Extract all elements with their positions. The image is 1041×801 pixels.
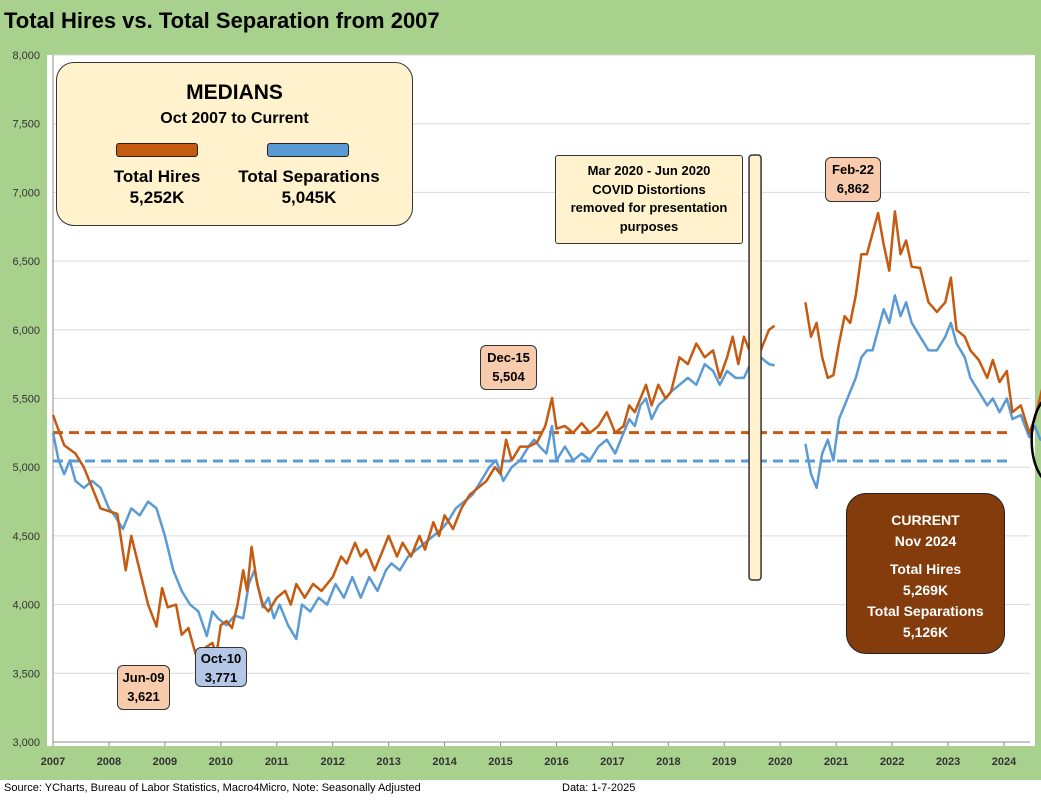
hires-median-label: Total Hires bbox=[113, 167, 201, 186]
covid-note: Mar 2020 - Jun 2020 COVID Distortions re… bbox=[555, 155, 743, 244]
source-note: Source: YCharts, Bureau of Labor Statist… bbox=[4, 782, 421, 794]
chart-title: Total Hires vs. Total Separation from 20… bbox=[4, 8, 440, 33]
covid-note-line: removed for presentation bbox=[570, 200, 728, 215]
y-axis: 3,000 3,500 4,000 4,500 5,000 5,500 6,000 6,500… bbox=[12, 50, 54, 749]
current-hires-value: 5,269K bbox=[902, 582, 949, 598]
hires-median: Total Hires 5,252K bbox=[97, 166, 217, 208]
x-tick-label: 2021 bbox=[824, 756, 848, 768]
x-tick-label: 2024 bbox=[992, 756, 1017, 768]
separations-median: Total Separations 5,045K bbox=[229, 166, 389, 208]
callout-oct-10: Oct-10 3,771 bbox=[195, 647, 247, 687]
hires-series-line bbox=[51, 210, 1041, 657]
hires-median-value: 5,252K bbox=[129, 188, 185, 207]
x-tick-label: 2013 bbox=[376, 756, 400, 768]
current-separations-value: 5,126K bbox=[902, 624, 949, 640]
callout-feb-22: Feb-22 6,862 bbox=[825, 157, 881, 202]
callout-value: 3,771 bbox=[204, 669, 238, 685]
y-tick-label: 3,500 bbox=[12, 668, 40, 680]
x-tick-label: 2022 bbox=[880, 756, 904, 768]
separations-legend-swatch bbox=[267, 143, 349, 157]
current-title: CURRENT bbox=[891, 512, 960, 528]
callout-value: 3,621 bbox=[127, 688, 160, 704]
x-tick-label: 2012 bbox=[320, 756, 344, 768]
hires-legend-swatch bbox=[116, 143, 198, 157]
x-tick-label: 2015 bbox=[488, 756, 512, 768]
x-tick-label: 2020 bbox=[768, 756, 792, 768]
data-date: Data: 1-7-2025 bbox=[562, 782, 636, 794]
current-separations-label: Total Separations bbox=[867, 603, 984, 619]
callout-date: Dec-15 bbox=[487, 350, 530, 365]
series-lines bbox=[51, 210, 1041, 657]
x-tick-label: 2010 bbox=[209, 756, 233, 768]
x-tick-label: 2009 bbox=[153, 756, 177, 768]
medians-subtitle: Oct 2007 to Current bbox=[160, 110, 309, 127]
y-tick-label: 3,000 bbox=[12, 737, 40, 749]
covid-note-line: purposes bbox=[619, 218, 679, 234]
current-values-box: CURRENT Nov 2024 Total Hires 5,269K Tota… bbox=[846, 493, 1005, 654]
callout-value: 6,862 bbox=[836, 180, 870, 196]
y-tick-label: 4,000 bbox=[12, 600, 40, 612]
y-tick-label: 7,500 bbox=[12, 119, 40, 131]
y-tick-label: 6,500 bbox=[12, 256, 40, 268]
x-tick-label: 2023 bbox=[936, 756, 960, 768]
callout-dec-15: Dec-15 5,504 bbox=[480, 345, 537, 390]
callout-value: 5,504 bbox=[492, 368, 525, 384]
separations-median-value: 5,045K bbox=[281, 188, 337, 207]
x-tick-label: 2008 bbox=[97, 756, 121, 768]
medians-legend-box: MEDIANS Oct 2007 to Current Total Hires … bbox=[56, 62, 413, 226]
y-tick-label: 5,000 bbox=[12, 462, 40, 474]
callout-date: Feb-22 bbox=[832, 162, 874, 177]
annotation-marks bbox=[748, 154, 1041, 581]
medians-title: MEDIANS bbox=[186, 81, 283, 104]
current-period: Nov 2024 bbox=[894, 533, 957, 549]
current-hires-label: Total Hires bbox=[889, 561, 962, 577]
separations-median-label: Total Separations bbox=[238, 167, 380, 186]
callout-date: Jun-09 bbox=[122, 670, 165, 685]
x-tick-label: 2018 bbox=[656, 756, 680, 768]
x-axis: 2007 2008 2009 2010 2011 2012 2013 2014 2015 2016… bbox=[41, 741, 1030, 768]
x-tick-label: 2007 bbox=[41, 756, 65, 768]
y-tick-label: 6,000 bbox=[12, 325, 40, 337]
current-highlight-circle bbox=[1030, 401, 1041, 479]
x-tick-label: 2019 bbox=[712, 756, 736, 768]
separations-series-line bbox=[51, 294, 1041, 641]
x-tick-label: 2017 bbox=[600, 756, 624, 768]
covid-note-line: COVID Distortions bbox=[592, 181, 706, 197]
x-tick-label: 2011 bbox=[265, 756, 289, 768]
covid-note-line: Mar 2020 - Jun 2020 bbox=[587, 163, 711, 178]
y-tick-label: 8,000 bbox=[12, 50, 40, 62]
x-tick-label: 2014 bbox=[432, 756, 457, 768]
y-tick-label: 4,500 bbox=[12, 531, 40, 543]
x-tick-label: 2016 bbox=[544, 756, 568, 768]
y-tick-label: 5,500 bbox=[12, 394, 40, 406]
callout-jun-09: Jun-09 3,621 bbox=[117, 665, 170, 710]
callout-date: Oct-10 bbox=[200, 651, 242, 666]
covid-gap-marker bbox=[748, 154, 762, 581]
y-tick-label: 7,000 bbox=[12, 187, 40, 199]
